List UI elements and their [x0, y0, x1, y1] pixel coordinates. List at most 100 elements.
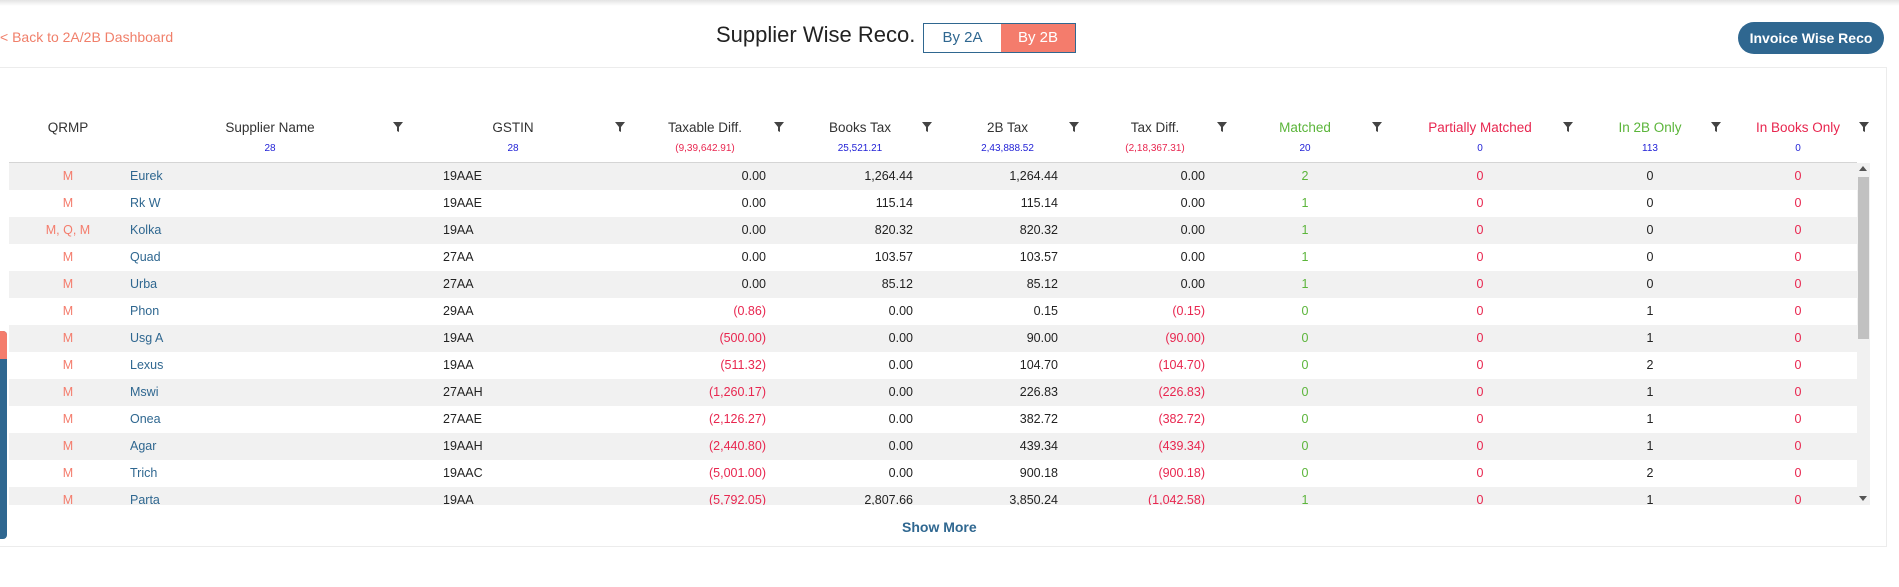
- cell-in-books-only[interactable]: 0: [1794, 196, 1802, 210]
- cell-in-2b-only[interactable]: 1: [1646, 439, 1654, 453]
- cell-matched[interactable]: 0: [1301, 412, 1309, 426]
- cell-partially-matched[interactable]: 0: [1476, 277, 1484, 291]
- cell-in-2b-only[interactable]: 0: [1646, 169, 1654, 183]
- table-row[interactable]: M, Q, M Kolka 19AA 0.00 820.32 820.32 0.00 1 0 0 0: [9, 217, 1857, 245]
- cell-in-2b-only[interactable]: 0: [1646, 196, 1654, 210]
- column-header-in-2b-only[interactable]: In 2B Only: [1618, 120, 1682, 135]
- cell-matched[interactable]: 1: [1301, 223, 1309, 237]
- invoice-wise-reco-button[interactable]: Invoice Wise Reco: [1738, 22, 1884, 54]
- cell-partially-matched[interactable]: 0: [1476, 385, 1484, 399]
- cell-supplier-name[interactable]: Agar: [130, 439, 157, 453]
- in-books-only-filter-icon[interactable]: [1858, 121, 1870, 133]
- cell-matched[interactable]: 0: [1301, 385, 1309, 399]
- cell-partially-matched[interactable]: 0: [1476, 412, 1484, 426]
- cell-supplier-name[interactable]: Onea: [130, 412, 161, 426]
- cell-matched[interactable]: 0: [1301, 331, 1309, 345]
- cell-matched[interactable]: 0: [1301, 466, 1309, 480]
- cell-matched[interactable]: 2: [1301, 169, 1309, 183]
- cell-matched[interactable]: 0: [1301, 358, 1309, 372]
- cell-in-books-only[interactable]: 0: [1794, 223, 1802, 237]
- column-header-matched[interactable]: Matched: [1279, 120, 1331, 135]
- taxable-diff-filter-icon[interactable]: [773, 121, 785, 133]
- side-panel-tab[interactable]: [0, 331, 7, 539]
- gstin-filter-icon[interactable]: [614, 121, 626, 133]
- table-row[interactable]: M Lexus 19AA (511.32) 0.00 104.70 (104.70) 0 0 2 0: [9, 352, 1857, 380]
- cell-matched[interactable]: 0: [1301, 439, 1309, 453]
- cell-supplier-name[interactable]: Phon: [130, 304, 160, 318]
- column-header-books-tax[interactable]: Books Tax: [828, 120, 892, 135]
- cell-partially-matched[interactable]: 0: [1476, 250, 1484, 264]
- cell-in-2b-only[interactable]: 2: [1646, 466, 1654, 480]
- 2b-tax-filter-icon[interactable]: [1068, 121, 1080, 133]
- cell-matched[interactable]: 1: [1301, 196, 1309, 210]
- column-header-in-books-only[interactable]: In Books Only: [1755, 120, 1841, 135]
- cell-matched[interactable]: 1: [1301, 277, 1309, 291]
- cell-in-2b-only[interactable]: 1: [1646, 412, 1654, 426]
- scroll-up-arrow-icon[interactable]: [1859, 166, 1867, 171]
- cell-supplier-name[interactable]: Parta: [130, 493, 160, 505]
- column-header-2b-tax[interactable]: 2B Tax: [986, 120, 1029, 135]
- cell-in-2b-only[interactable]: 1: [1646, 385, 1654, 399]
- cell-in-2b-only[interactable]: 0: [1646, 223, 1654, 237]
- scrollbar-thumb[interactable]: [1858, 177, 1869, 339]
- cell-matched[interactable]: 1: [1301, 493, 1309, 505]
- cell-in-books-only[interactable]: 0: [1794, 439, 1802, 453]
- cell-supplier-name[interactable]: Trich: [130, 466, 158, 480]
- in-2b-only-filter-icon[interactable]: [1710, 121, 1722, 133]
- cell-supplier-name[interactable]: Kolka: [130, 223, 162, 237]
- table-row[interactable]: M Parta 19AA (5,792.05) 2,807.66 3,850.24 (1,0…: [9, 487, 1857, 505]
- cell-in-2b-only[interactable]: 1: [1646, 331, 1654, 345]
- column-header-qrmp[interactable]: QRMP: [47, 120, 89, 135]
- table-row[interactable]: M Onea 27AAE (2,126.27) 0.00 382.72 (382.72) 0 0…: [9, 406, 1857, 434]
- table-row[interactable]: M Urba 27AA 0.00 85.12 85.12 0.00 1 0 0 0: [9, 271, 1857, 299]
- cell-in-books-only[interactable]: 0: [1794, 412, 1802, 426]
- table-row[interactable]: M Mswi 27AAH (1,260.17) 0.00 226.83 (226.83) 0 0…: [9, 379, 1857, 407]
- cell-in-books-only[interactable]: 0: [1794, 169, 1802, 183]
- cell-partially-matched[interactable]: 0: [1476, 169, 1484, 183]
- cell-in-2b-only[interactable]: 2: [1646, 358, 1654, 372]
- back-to-dashboard-link[interactable]: < Back to 2A/2B Dashboard: [0, 29, 174, 45]
- cell-partially-matched[interactable]: 0: [1476, 358, 1484, 372]
- table-row[interactable]: M Usg A 19AA (500.00) 0.00 90.00 (90.00) 0 0 1 0: [9, 325, 1857, 353]
- table-row[interactable]: M Trich 19AAC (5,001.00) 0.00 900.18 (900.18) 0…: [9, 460, 1857, 488]
- cell-partially-matched[interactable]: 0: [1476, 466, 1484, 480]
- column-header-supplier-name[interactable]: Supplier Name: [225, 120, 315, 135]
- cell-in-2b-only[interactable]: 0: [1646, 250, 1654, 264]
- cell-in-books-only[interactable]: 0: [1794, 304, 1802, 318]
- cell-supplier-name[interactable]: Quad: [130, 250, 161, 264]
- cell-partially-matched[interactable]: 0: [1476, 493, 1484, 505]
- cell-in-books-only[interactable]: 0: [1794, 385, 1802, 399]
- table-row[interactable]: M Rk W 19AAE 0.00 115.14 115.14 0.00 1 0 0 0: [9, 190, 1857, 218]
- column-header-tax-diff[interactable]: Tax Diff.: [1130, 120, 1180, 135]
- partially-matched-filter-icon[interactable]: [1562, 121, 1574, 133]
- supplier-name-filter-icon[interactable]: [392, 121, 404, 133]
- cell-matched[interactable]: 0: [1301, 304, 1309, 318]
- tax-diff-filter-icon[interactable]: [1216, 121, 1228, 133]
- cell-in-books-only[interactable]: 0: [1794, 250, 1802, 264]
- cell-in-books-only[interactable]: 0: [1794, 331, 1802, 345]
- cell-in-books-only[interactable]: 0: [1794, 493, 1802, 505]
- column-header-taxable-diff[interactable]: Taxable Diff.: [667, 120, 743, 135]
- cell-supplier-name[interactable]: Usg A: [130, 331, 164, 345]
- table-row[interactable]: M Phon 29AA (0.86) 0.00 0.15 (0.15) 0 0 1 0: [9, 298, 1857, 326]
- table-row[interactable]: M Eurek 19AAE 0.00 1,264.44 1,264.44 0.00 2 0 0 0: [9, 163, 1857, 191]
- cell-supplier-name[interactable]: Rk W: [130, 196, 161, 210]
- column-header-partially-matched[interactable]: Partially Matched: [1428, 120, 1532, 135]
- cell-supplier-name[interactable]: Lexus: [130, 358, 164, 372]
- books-tax-filter-icon[interactable]: [921, 121, 933, 133]
- cell-supplier-name[interactable]: Eurek: [130, 169, 163, 183]
- toggle-by-2b[interactable]: By 2B: [1001, 24, 1075, 52]
- cell-in-books-only[interactable]: 0: [1794, 277, 1802, 291]
- scroll-down-arrow-icon[interactable]: [1859, 496, 1867, 501]
- cell-in-2b-only[interactable]: 0: [1646, 277, 1654, 291]
- cell-supplier-name[interactable]: Mswi: [130, 385, 159, 399]
- cell-in-2b-only[interactable]: 1: [1646, 304, 1654, 318]
- show-more-button[interactable]: Show More: [902, 519, 977, 535]
- table-row[interactable]: M Agar 19AAH (2,440.80) 0.00 439.34 (439.34) 0 0…: [9, 433, 1857, 461]
- cell-in-2b-only[interactable]: 1: [1646, 493, 1654, 505]
- table-row[interactable]: M Quad 27AA 0.00 103.57 103.57 0.00 1 0 0 0: [9, 244, 1857, 272]
- cell-in-books-only[interactable]: 0: [1794, 358, 1802, 372]
- cell-partially-matched[interactable]: 0: [1476, 331, 1484, 345]
- column-header-gstin[interactable]: GSTIN: [492, 120, 534, 135]
- supplier-table-body[interactable]: M Eurek 19AAE 0.00 1,264.44 1,264.44 0.00 2 0 0 0 M…: [9, 163, 1857, 505]
